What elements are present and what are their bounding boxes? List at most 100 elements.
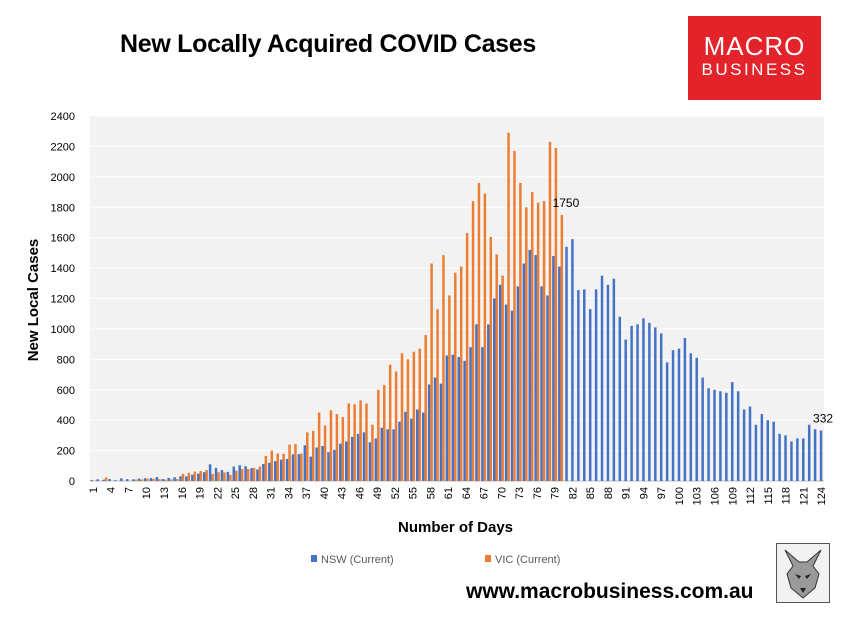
x-tick-label: 52 [390,487,402,499]
bar-vic [104,477,108,481]
bar-nsw [796,438,799,481]
wolf-icon [784,549,822,599]
bar-nsw [577,290,580,481]
bar-nsw [321,446,324,481]
bar-nsw [421,412,425,481]
bar-vic [436,309,439,481]
bar-vic [365,403,368,481]
bar-nsw [683,338,687,481]
logo-line2: BUSINESS [701,60,808,79]
vic-series [104,132,564,481]
bar-nsw [671,350,675,481]
bar-nsw [208,464,212,481]
bar-vic [542,201,546,481]
bar-nsw [648,322,651,481]
bar-nsw [571,239,574,481]
bar-vic [371,424,374,481]
bar-vic [323,425,327,481]
bar-nsw [790,441,793,481]
bar-vic [388,364,392,481]
bar-nsw [433,377,437,481]
bar-nsw [469,347,472,481]
bar-nsw [161,479,164,481]
x-tick-label: 28 [248,487,260,499]
bar-nsw [120,478,123,481]
y-tick-label: 1200 [51,294,75,306]
macro-business-logo: MACRO BUSINESS [688,16,821,100]
x-tick-label: 76 [532,487,544,499]
bar-nsw [540,286,543,481]
bar-nsw [707,388,710,481]
bar-nsw [659,333,663,481]
bar-nsw [143,478,147,481]
bar-vic [400,353,404,481]
bar-nsw [516,286,520,481]
bar-nsw [102,479,105,481]
bar-vic [554,147,558,481]
bar-vic [525,207,528,481]
bar-vic [513,150,516,481]
bar-nsw [481,347,484,481]
bar-nsw [802,438,805,481]
bar-nsw [285,458,289,481]
bar-vic [152,478,155,481]
bar-nsw [368,442,372,481]
bar-nsw [303,445,307,481]
x-tick-label: 91 [621,487,633,499]
bar-nsw [534,255,537,481]
bar-vic [329,410,333,481]
x-tick-label: 1 [88,487,100,493]
y-tick-label: 600 [57,385,75,397]
bar-vic [442,255,445,481]
bar-nsw [362,432,366,481]
bar-vic [430,263,433,481]
bar-vic [163,479,167,481]
x-tick-label: 100 [674,487,686,505]
bar-nsw [244,466,247,481]
bar-nsw [510,310,514,481]
bar-nsw [114,480,117,481]
bar-nsw [279,459,283,481]
bar-nsw [636,324,639,481]
bar-nsw [345,441,348,481]
bar-vic [300,453,303,481]
bar-vic [140,479,143,481]
bar-nsw [630,325,633,481]
x-tick-label: 43 [337,487,349,499]
bar-nsw [197,473,200,481]
x-tick-label: 64 [461,487,473,499]
bar-nsw [439,383,443,481]
bar-nsw [522,263,526,481]
bar-vic [223,472,226,481]
bar-nsw [642,318,645,481]
bar-vic [288,444,291,481]
bar-vic [175,479,179,481]
bar-vic [536,202,540,481]
bar-nsw [297,454,301,481]
logo-line1: MACRO [703,31,806,61]
bar-vic [347,403,350,481]
bar-nsw [202,472,206,481]
bar-vic [507,132,510,481]
x-tick-label: 61 [443,487,455,499]
bar-vic [199,471,202,481]
y-tick-label: 2400 [51,111,75,123]
bar-nsw [618,316,622,481]
bar-nsw [624,339,627,481]
bar-nsw [552,255,555,481]
bar-nsw [565,246,568,481]
x-tick-label: 58 [425,487,437,499]
bar-nsw [748,406,752,481]
y-tick-label: 1400 [51,263,75,275]
bar-nsw [813,429,817,481]
x-tick-label: 88 [603,487,615,499]
bar-nsw [273,461,277,481]
x-tick-label: 97 [656,487,668,499]
annotations: 1750 332 [553,196,834,426]
bar-nsw [677,348,681,481]
bar-nsw [350,436,354,481]
x-tick-label: 34 [283,487,295,499]
bar-nsw [558,266,561,481]
bar-vic [406,359,410,481]
bar-vic [489,236,493,481]
